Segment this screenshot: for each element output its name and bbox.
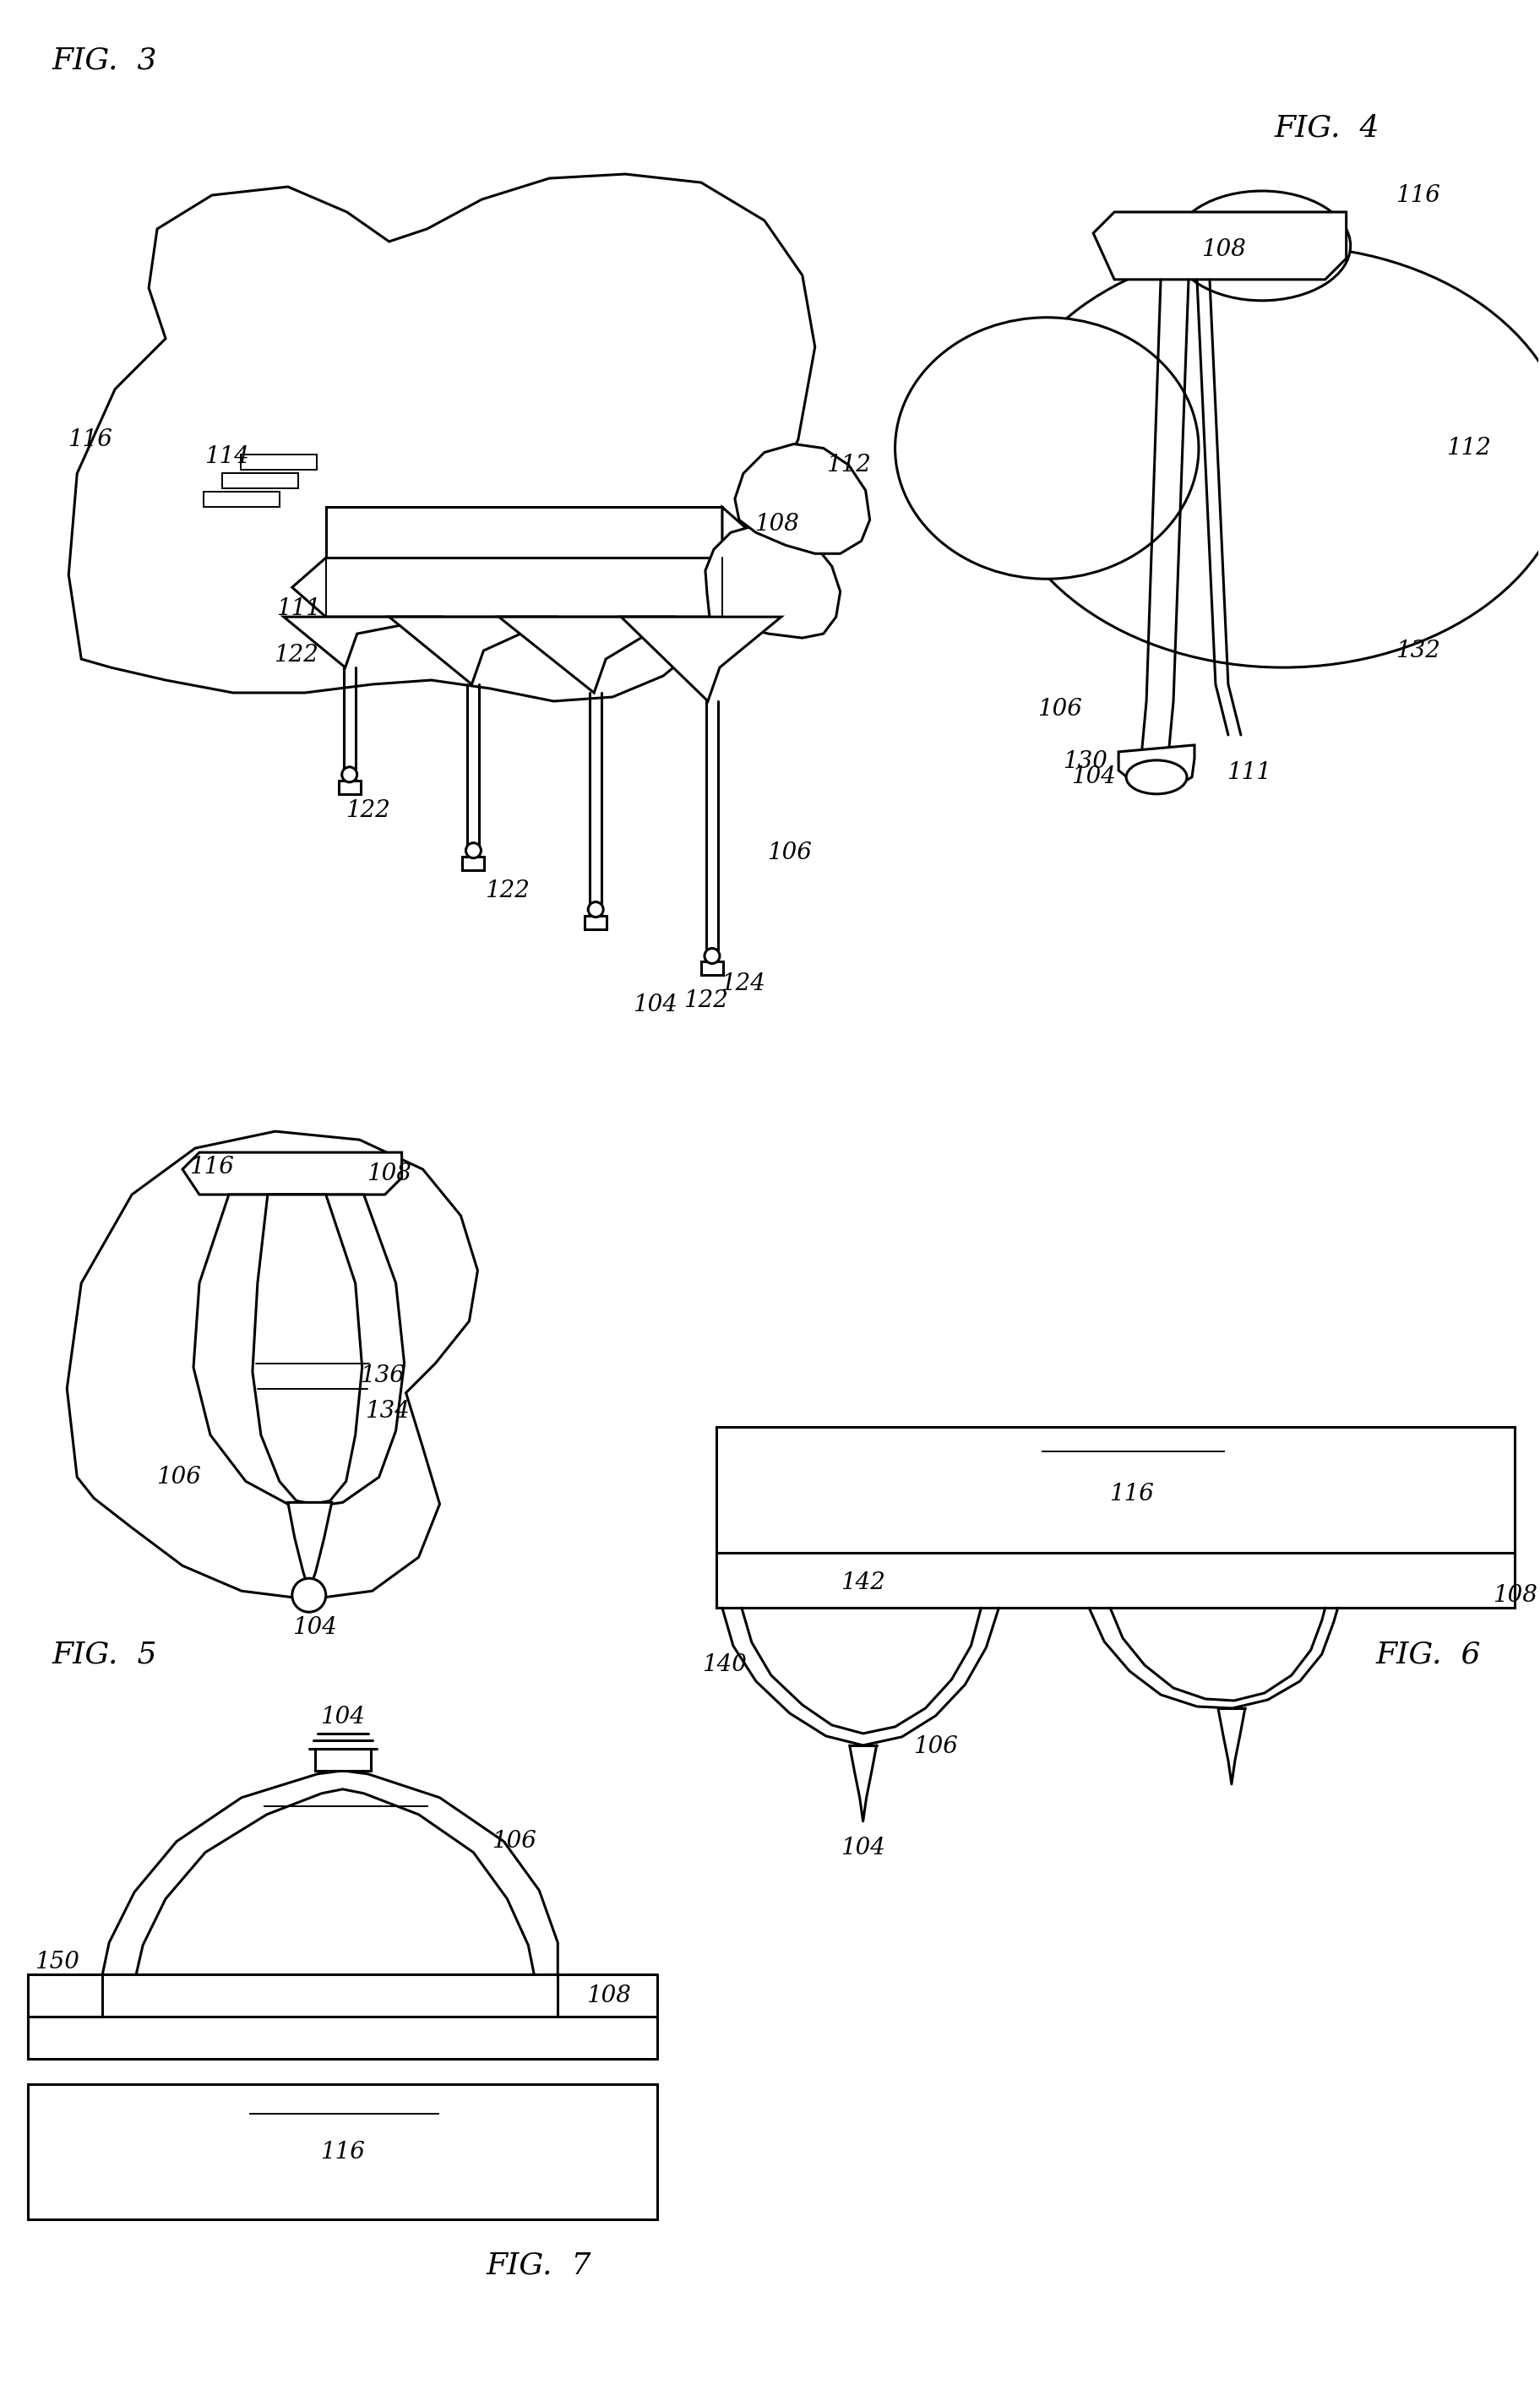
Text: 116: 116 xyxy=(1109,1482,1153,1506)
Text: 152: 152 xyxy=(320,1814,365,1836)
Text: FIG.  4: FIG. 4 xyxy=(1275,112,1380,141)
Text: 122: 122 xyxy=(345,798,390,822)
Polygon shape xyxy=(182,1152,402,1195)
Text: 116: 116 xyxy=(68,428,112,452)
Polygon shape xyxy=(66,1130,477,1599)
Ellipse shape xyxy=(1126,760,1187,793)
Text: 108: 108 xyxy=(1201,239,1246,261)
Polygon shape xyxy=(705,523,841,638)
Polygon shape xyxy=(283,617,444,667)
Polygon shape xyxy=(1093,213,1346,280)
Text: 106: 106 xyxy=(491,1831,536,1852)
Text: 116: 116 xyxy=(320,2141,365,2163)
Polygon shape xyxy=(253,1195,362,1503)
Polygon shape xyxy=(288,1503,331,1592)
Polygon shape xyxy=(390,617,557,684)
Polygon shape xyxy=(314,1749,371,1771)
Text: 104: 104 xyxy=(633,994,678,1016)
Polygon shape xyxy=(339,782,360,793)
Polygon shape xyxy=(701,961,724,975)
Circle shape xyxy=(342,767,357,782)
Text: 111: 111 xyxy=(277,598,322,619)
Text: 112: 112 xyxy=(1446,437,1491,459)
Polygon shape xyxy=(28,2017,658,2060)
Polygon shape xyxy=(293,557,756,617)
Ellipse shape xyxy=(1173,191,1351,301)
Circle shape xyxy=(704,949,719,963)
Polygon shape xyxy=(716,1427,1515,1554)
Circle shape xyxy=(588,901,604,918)
Text: 116: 116 xyxy=(189,1154,234,1178)
Polygon shape xyxy=(621,617,781,700)
Text: 104: 104 xyxy=(1070,765,1115,789)
Text: FIG.  6: FIG. 6 xyxy=(1375,1640,1481,1668)
Text: 112: 112 xyxy=(827,454,872,476)
Polygon shape xyxy=(222,473,299,488)
Polygon shape xyxy=(735,445,870,554)
Polygon shape xyxy=(716,1554,1515,1608)
Text: 108: 108 xyxy=(1492,1585,1537,1606)
Text: 108: 108 xyxy=(587,1984,631,2008)
Text: 134: 134 xyxy=(365,1401,410,1422)
Polygon shape xyxy=(102,1771,557,1974)
Ellipse shape xyxy=(895,318,1198,578)
Text: 142: 142 xyxy=(841,1570,885,1594)
Polygon shape xyxy=(69,174,815,700)
Text: 122: 122 xyxy=(485,880,530,903)
Circle shape xyxy=(293,1577,326,1611)
Text: 108: 108 xyxy=(755,514,799,535)
Polygon shape xyxy=(499,617,676,693)
Text: 104: 104 xyxy=(841,1838,885,1859)
Text: FIG.  7: FIG. 7 xyxy=(487,2251,591,2280)
Text: 111: 111 xyxy=(1227,762,1272,784)
Text: 122: 122 xyxy=(684,989,728,1011)
Polygon shape xyxy=(722,507,756,588)
Text: 106: 106 xyxy=(913,1735,958,1759)
Polygon shape xyxy=(326,507,722,557)
Polygon shape xyxy=(240,454,317,471)
Text: 122: 122 xyxy=(274,643,319,667)
Text: 132: 132 xyxy=(1395,638,1440,662)
Polygon shape xyxy=(585,915,607,930)
Text: 106: 106 xyxy=(156,1465,200,1489)
Text: 104: 104 xyxy=(320,1706,365,1728)
Polygon shape xyxy=(28,2084,658,2220)
Text: 136: 136 xyxy=(360,1365,405,1386)
Polygon shape xyxy=(203,492,279,507)
Text: FIG.  5: FIG. 5 xyxy=(52,1640,157,1668)
Text: 114: 114 xyxy=(205,445,249,468)
Text: 140: 140 xyxy=(702,1654,747,1675)
Text: 106: 106 xyxy=(1038,698,1083,722)
Text: 130: 130 xyxy=(1063,750,1107,774)
Text: 124: 124 xyxy=(721,973,765,994)
Text: 108: 108 xyxy=(367,1162,411,1185)
Text: 116: 116 xyxy=(1395,184,1440,206)
Text: 106: 106 xyxy=(767,841,812,865)
Text: 104: 104 xyxy=(293,1616,337,1640)
Polygon shape xyxy=(194,1195,405,1506)
Text: 150: 150 xyxy=(34,1950,79,1974)
Polygon shape xyxy=(462,856,485,870)
Polygon shape xyxy=(28,1974,102,2017)
Ellipse shape xyxy=(996,246,1540,667)
Polygon shape xyxy=(1118,746,1195,789)
Text: FIG.  3: FIG. 3 xyxy=(52,45,157,74)
Polygon shape xyxy=(136,1790,534,1974)
Circle shape xyxy=(465,844,480,858)
